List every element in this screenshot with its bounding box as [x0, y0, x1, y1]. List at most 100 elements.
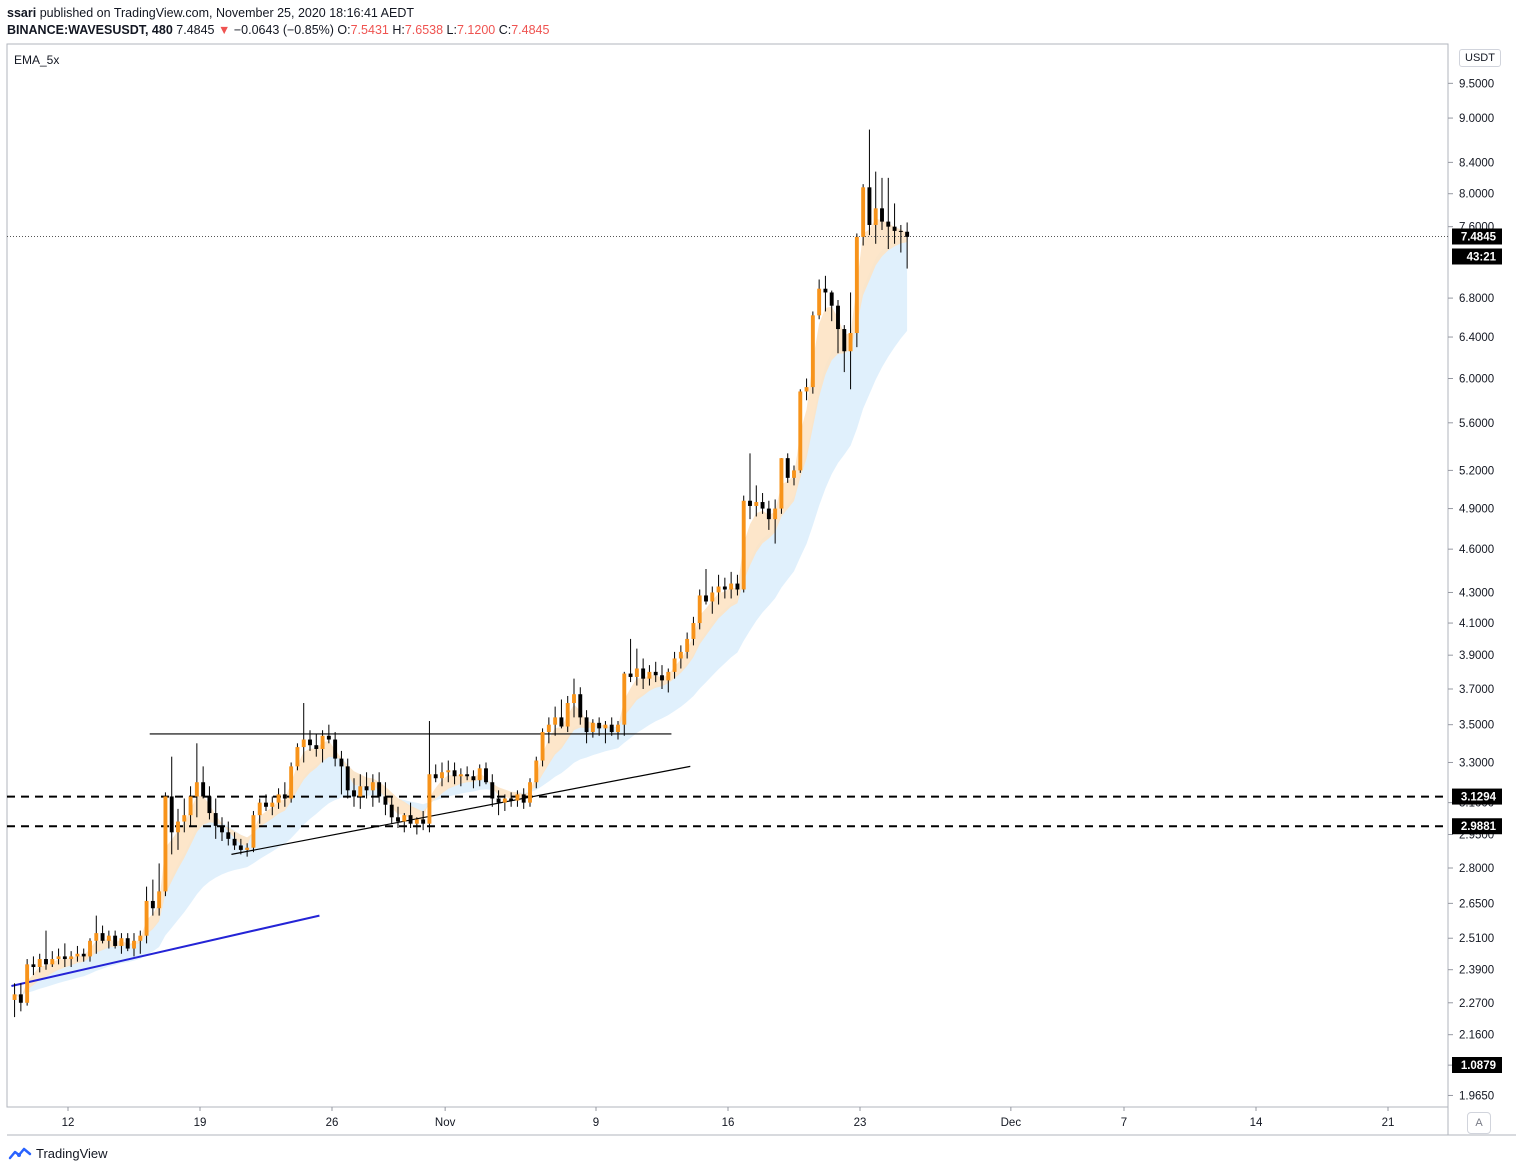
candle-body-down: [609, 724, 614, 733]
candle: [741, 495, 746, 593]
candle: [572, 678, 576, 718]
indicator-legend[interactable]: EMA_5x: [14, 53, 60, 67]
candle: [546, 717, 551, 744]
candle-body-up: [295, 747, 300, 767]
candle: [754, 485, 759, 517]
candle: [823, 275, 828, 312]
currency-selector[interactable]: USDT: [1459, 49, 1501, 67]
candle-body-up: [710, 592, 715, 602]
candle-body-down: [345, 766, 350, 791]
high-value: 7.6538: [404, 23, 444, 37]
last-price-label-box: [1452, 228, 1502, 245]
candle-body-down: [433, 774, 438, 779]
x-tick-label: 16: [722, 1117, 735, 1129]
level-price-label: 3.1294: [1452, 788, 1502, 805]
candle-body-down: [62, 956, 67, 960]
candle: [515, 790, 520, 807]
candle-body-down: [383, 796, 388, 805]
candle-body-down: [559, 717, 564, 727]
candle-body-up: [106, 935, 111, 941]
candle: [326, 724, 331, 744]
candle: [270, 796, 275, 816]
candle: [861, 184, 866, 246]
candle-body-down: [31, 964, 36, 968]
candle: [817, 279, 822, 320]
candle-body-up: [358, 786, 363, 797]
candle: [245, 843, 250, 857]
candle: [892, 203, 897, 244]
candle-body-down: [490, 782, 495, 799]
y-tick-label: 3.3000: [1459, 757, 1494, 769]
candle: [590, 719, 595, 738]
candle: [440, 762, 444, 787]
candle: [132, 933, 136, 957]
candle-body-down: [377, 782, 382, 797]
candle-body-down: [760, 502, 765, 509]
candle-body-down: [496, 798, 501, 803]
candle: [584, 710, 589, 744]
candle: [308, 730, 312, 751]
y-tick-label: 3.7000: [1459, 684, 1494, 696]
candle-body-up: [440, 772, 444, 779]
candle-body-up: [270, 802, 275, 807]
candle: [565, 695, 570, 733]
candle: [339, 750, 344, 795]
candle: [37, 953, 42, 973]
candle: [389, 796, 394, 824]
candle: [113, 930, 118, 949]
candle: [634, 648, 639, 686]
candle: [672, 651, 677, 679]
candle-body-up: [603, 724, 608, 729]
candle: [597, 717, 602, 736]
candle-body-down: [314, 745, 319, 749]
low-value: 7.1200: [456, 23, 496, 37]
candle-body-up: [163, 796, 168, 892]
candle-body-down: [766, 508, 771, 520]
candle: [898, 224, 903, 253]
candle: [207, 786, 212, 820]
candle-body-down: [722, 586, 727, 590]
x-tick-label: 23: [854, 1117, 867, 1129]
y-tick-label: 2.1600: [1459, 1030, 1494, 1042]
brand-logo[interactable]: TradingView: [8, 1146, 108, 1161]
candle: [345, 758, 350, 799]
candle-body-down: [18, 994, 23, 1003]
candle-body-down: [905, 231, 910, 237]
x-tick-label: 14: [1250, 1117, 1263, 1129]
candle-body-up: [741, 500, 746, 590]
candle-body-up: [528, 782, 532, 803]
tradingview-logo-icon: [8, 1147, 32, 1159]
candle: [628, 638, 633, 683]
x-tick-label: 7: [1121, 1117, 1127, 1129]
candle: [691, 616, 696, 646]
auto-scale-button[interactable]: A: [1467, 1112, 1491, 1134]
candle-body-up: [301, 739, 306, 748]
candle: [603, 721, 608, 744]
candle: [490, 774, 495, 807]
ema-slow-band: [14, 238, 908, 997]
change-text: −0.0643 (−0.85%): [233, 23, 334, 37]
candle: [377, 772, 382, 803]
candle-body-up: [144, 900, 149, 936]
candle: [854, 233, 859, 348]
y-tick-label: 2.2700: [1459, 998, 1494, 1010]
candle: [810, 311, 815, 394]
candle-body-down: [264, 802, 268, 807]
y-tick-label: 4.9000: [1459, 504, 1494, 516]
candle: [276, 788, 281, 809]
symbol-info: BINANCE:WAVESUSDT, 480 7.4845 ▼ −0.0643 …: [7, 23, 549, 37]
candle-body-up: [502, 798, 507, 803]
y-tick-label: 6.8000: [1459, 293, 1494, 305]
candle: [678, 645, 683, 669]
bar-countdown-label: 43:21: [1452, 248, 1502, 265]
y-tick-label: 6.4000: [1459, 332, 1494, 344]
candle-body-up: [691, 623, 696, 639]
candle-body-up: [792, 470, 796, 478]
candle-body-up: [119, 938, 124, 946]
candle: [414, 817, 419, 835]
candle: [886, 177, 891, 250]
candle-body-down: [785, 458, 790, 478]
candle: [188, 786, 193, 826]
candle: [465, 766, 470, 781]
